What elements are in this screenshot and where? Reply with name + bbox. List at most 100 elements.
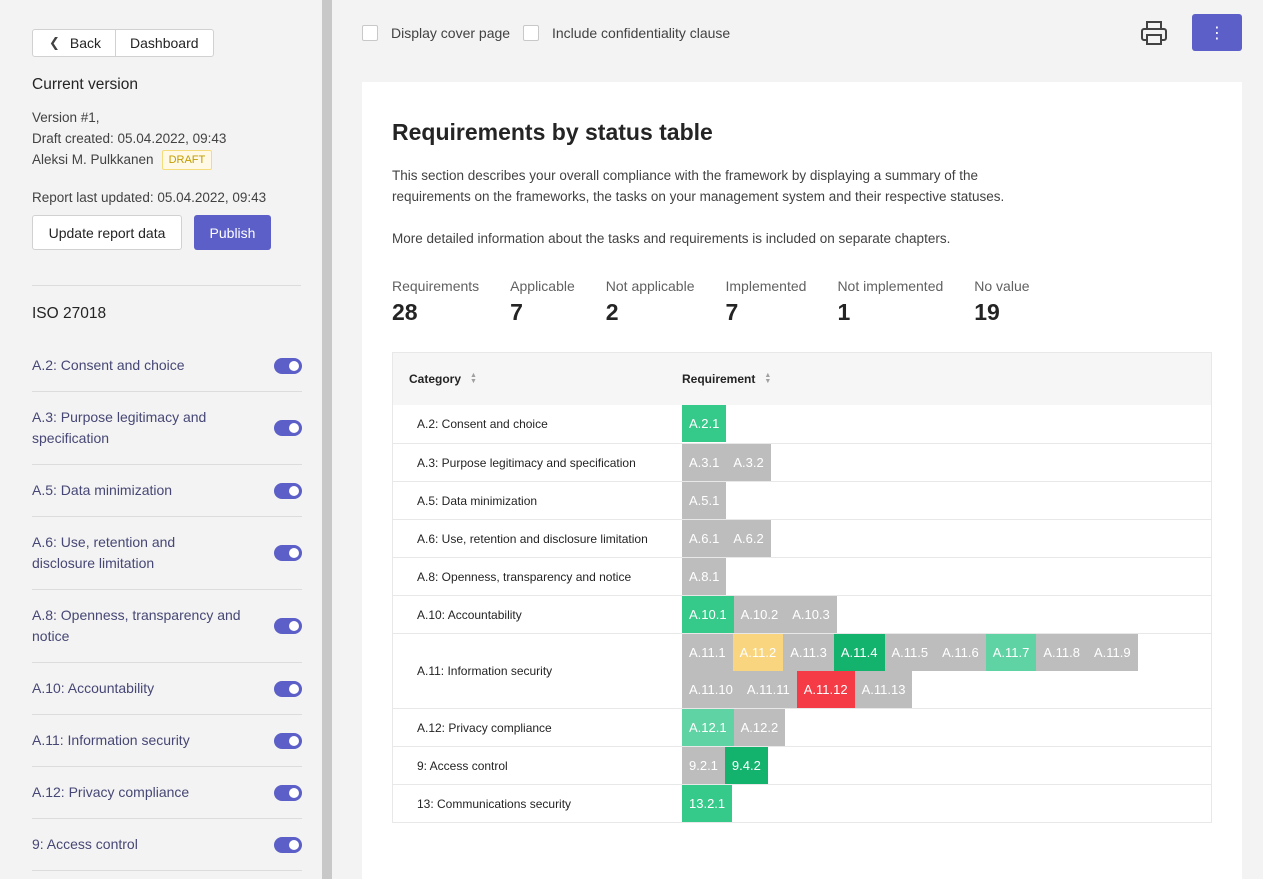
framework-item-toggle[interactable] [274,836,302,853]
stat-value: 1 [837,299,851,325]
current-version-title: Current version [32,76,138,93]
framework-item[interactable]: A.8: Openness, transparency and notice [32,590,302,663]
table-row: A.3: Purpose legitimacy and specificatio… [393,443,1211,481]
requirement-tag[interactable]: A.6.2 [726,520,771,557]
table-row: A.5: Data minimization A.5.1 [393,481,1211,519]
update-report-button[interactable]: Update report data [32,215,182,250]
requirement-tag[interactable]: A.11.5 [884,634,936,671]
framework-item-label: A.12: Privacy compliance [32,784,190,800]
report-last-updated: Report last updated: 05.04.2022, 09:43 [32,190,267,205]
requirement-tag[interactable]: A.11.7 [985,634,1037,671]
table-body: A.2: Consent and choice A.2.1 A.3: Purpose… [393,405,1211,822]
back-button[interactable]: ❮ Back [33,30,115,56]
requirement-tag[interactable]: A.11.10 [682,671,740,708]
requirement-tag[interactable]: A.3.2 [726,444,771,481]
stat-label: No value [974,278,1030,294]
framework-item-label: A.10: Accountability [32,680,155,696]
category-cell: A.3: Purpose legitimacy and specificatio… [417,455,636,470]
framework-item[interactable]: A.2: Consent and choice [32,340,302,392]
framework-item-toggle[interactable] [274,545,302,561]
stat-value: 2 [605,299,619,325]
requirement-tag[interactable]: A.2.1 [682,405,727,442]
framework-item-toggle[interactable] [274,680,302,697]
version-number: Version #1, [32,110,100,125]
stat-label: Not applicable [605,278,695,294]
cover-page-option[interactable]: Display cover page [362,25,510,41]
chevron-left-icon: ❮ [49,35,60,50]
requirement-tag[interactable]: A.11.2 [732,634,784,671]
stat-value: 19 [974,299,1000,325]
requirement-tag[interactable]: A.11.11 [739,671,797,708]
framework-item[interactable]: A.3: Purpose legitimacy and specificatio… [32,392,302,465]
more-options-button[interactable]: ⋮ [1192,14,1242,51]
requirement-tag[interactable]: A.12.1 [682,709,734,746]
requirement-tag[interactable]: A.11.12 [796,671,855,708]
requirement-tag[interactable]: A.10.3 [785,596,837,633]
requirement-tag[interactable]: A.8.1 [682,558,727,595]
framework-item[interactable]: A.11: Information security [32,715,302,767]
requirement-cell: A.3.1 A.3.2 [682,444,1211,481]
table-row: A.6: Use, retention and disclosure limit… [393,519,1211,557]
requirement-tag[interactable]: 13.2.1 [682,785,733,822]
requirement-tag[interactable]: A.11.6 [935,634,986,671]
framework-item-toggle[interactable] [274,732,302,749]
requirement-tag[interactable]: A.5.1 [682,482,727,519]
cover-page-label: Display cover page [391,25,511,41]
column-requirement-label: Requirement [682,372,756,386]
requirement-tag[interactable]: A.11.9 [1087,634,1138,671]
requirement-tag[interactable]: A.3.1 [682,444,727,481]
category-cell: A.11: Information security [417,664,553,678]
cover-page-checkbox[interactable] [362,25,378,41]
requirement-tag[interactable]: A.10.2 [733,596,786,633]
framework-item-toggle[interactable] [274,784,302,801]
requirement-cell: A.10.1 A.10.2 A.10.3 [682,596,1211,633]
framework-item-toggle[interactable] [274,618,302,634]
confidentiality-option[interactable]: Include confidentiality clause [523,25,730,41]
framework-item[interactable]: A.10: Accountability [32,663,302,715]
author-line: Aleksi M. Pulkkanen DRAFT [32,149,226,170]
requirement-cell: A.5.1 [682,482,1211,519]
framework-item-label: 9: Access control [32,836,138,852]
publish-button[interactable]: Publish [194,215,271,250]
table-row: A.2: Consent and choice A.2.1 [393,405,1211,443]
framework-item[interactable]: A.12: Privacy compliance [32,767,302,819]
framework-item-toggle[interactable] [274,482,302,499]
table-row: A.8: Openness, transparency and notice A.… [393,557,1211,595]
framework-item-toggle[interactable] [274,357,302,374]
back-label: Back [69,35,102,51]
framework-title: ISO 27018 [32,305,107,322]
confidentiality-checkbox[interactable] [523,25,539,41]
framework-item-label: A.5: Data minimization [32,482,173,498]
stat-item: Implemented 7 [726,278,807,326]
requirement-tag[interactable]: 9.4.2 [724,747,768,784]
requirement-tag[interactable]: A.11.1 [682,634,733,671]
requirement-cell: A.11.1 A.11.2 A.11.3 A.11.4 A.11.5 A.11.6 A.11… [682,634,1166,708]
stat-label: Not implemented [837,278,944,294]
more-vertical-icon: ⋮ [1209,24,1225,42]
requirement-tag[interactable]: A.10.1 [682,596,734,633]
requirement-cell: A.6.1 A.6.2 [682,520,1211,557]
framework-item[interactable]: A.6: Use, retention and disclosure limit… [32,517,302,590]
requirement-tag[interactable]: A.12.2 [733,709,786,746]
requirement-tag[interactable]: 9.2.1 [682,747,725,784]
requirement-tag[interactable]: A.11.4 [833,634,885,671]
requirement-tag[interactable]: A.6.1 [682,520,727,557]
report-description: This section describes your overall comp… [392,168,1005,204]
column-category[interactable]: Category ▲ ▼ [393,372,682,386]
version-meta: Version #1, Draft created: 05.04.2022, 0… [32,107,226,170]
framework-item[interactable]: A.5: Data minimization [32,465,302,517]
requirements-table: Category ▲ ▼ Requirement ▲ ▼ A.2: Consent … [392,352,1212,823]
stat-item: No value 19 [974,278,1029,326]
requirement-tag[interactable]: A.11.13 [854,671,913,708]
framework-item-toggle[interactable] [274,420,302,436]
stat-value: 7 [510,299,523,325]
requirement-tag[interactable]: A.11.3 [783,634,834,671]
print-icon[interactable] [1140,20,1168,46]
category-cell: A.6: Use, retention and disclosure limit… [417,531,648,546]
framework-item[interactable]: 9: Access control [32,819,302,871]
column-requirement[interactable]: Requirement ▲ ▼ [682,372,771,386]
requirement-tag[interactable]: A.11.8 [1036,634,1087,671]
dashboard-button[interactable]: Dashboard [115,30,213,56]
sidebar-resize-handle[interactable] [322,0,332,879]
